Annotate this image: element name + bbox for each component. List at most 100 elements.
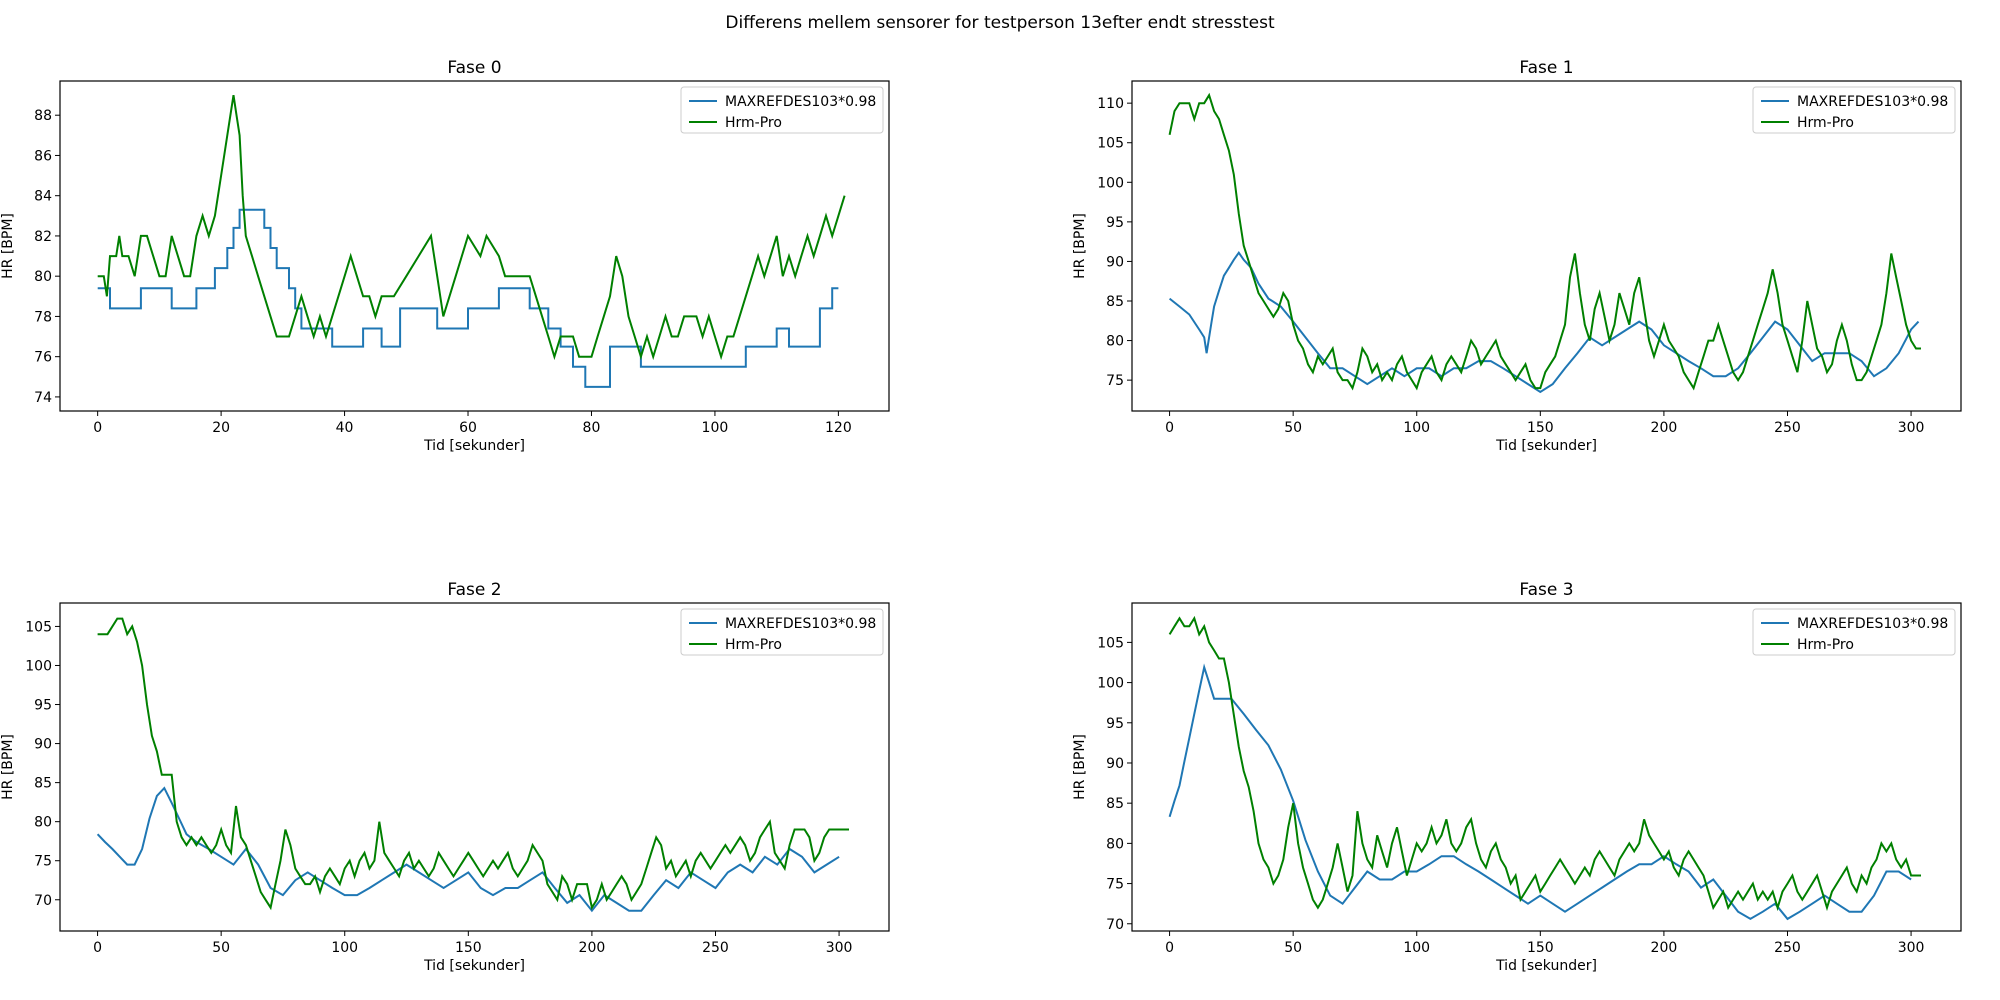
y-tick-label: 84 [34,189,52,205]
y-axis-label: HR [BPM] [0,734,16,800]
x-tick-label: 300 [1898,420,1925,436]
x-tick-label: 100 [1403,940,1430,956]
y-axis-label: HR [BPM] [1072,213,1088,279]
subplot-3: 0 50 100 150 200 250 300 70 75 80 85 90 95 100 105 Fase… [1072,580,1962,974]
y-axis-label: HR [BPM] [0,213,16,279]
series-line-hrm-pro [97,94,846,361]
y-tick-label: 100 [1097,175,1124,191]
x-tick-label: 250 [702,940,729,956]
series-group [97,94,846,388]
x-tick-label: 0 [1165,420,1174,436]
series-group [96,617,849,913]
axes-frame [1131,602,1962,932]
y-tick-label: 95 [1106,215,1124,231]
legend-entry: MAXREFDES103*0.98 [725,616,876,632]
x-tick-label: 150 [1527,940,1554,956]
y-tick-label: 78 [34,309,52,325]
x-tick-label: 20 [212,420,230,436]
y-tick-label: 80 [34,815,52,831]
y-tick-label: 105 [1097,136,1124,152]
legend-box [680,608,884,656]
y-tick-label: 90 [34,737,52,753]
y-tick-label: 70 [34,893,52,909]
subplot-title: Fase 3 [1519,580,1573,600]
legend: MAXREFDES103*0.98 Hrm-Pro [680,608,884,656]
legend: MAXREFDES103*0.98 Hrm-Pro [680,86,884,134]
x-tick-label: 250 [1774,420,1801,436]
legend-entry: Hrm-Pro [1797,637,1854,653]
y-tick-label: 85 [34,776,52,792]
y-tick-label: 95 [1106,716,1124,732]
x-tick-label: 100 [331,940,358,956]
x-tick-label: 100 [1403,420,1430,436]
x-tick-label: 50 [212,940,230,956]
y-tick-label: 82 [34,229,52,245]
y-tick-label: 80 [34,269,52,285]
x-axis-label: Tid [sekunder] [1495,958,1597,974]
series-line-maxrefdes [96,786,840,913]
axes-frame [59,602,890,932]
x-tick-label: 60 [459,420,477,436]
x-tick-label: 120 [825,420,852,436]
y-tick-label: 75 [1106,373,1124,389]
series-line-hrm-pro [1168,615,1921,912]
series-line-maxrefdes [97,208,839,388]
axes-frame [59,80,890,412]
y-tick-label: 110 [1097,96,1124,112]
series-line-hrm-pro [1168,92,1921,391]
legend-entry: Hrm-Pro [1797,115,1854,131]
x-tick-label: 100 [702,420,729,436]
series-line-maxrefdes [1168,663,1912,921]
y-tick-label: 105 [25,619,52,635]
x-tick-label: 300 [1898,940,1925,956]
x-tick-label: 150 [455,940,482,956]
subplot-2: 0 50 100 150 200 250 300 70 75 80 85 90 95 100 105 Fase… [0,580,890,974]
legend-entry: MAXREFDES103*0.98 [1797,616,1948,632]
y-tick-label: 76 [34,350,52,366]
series-group [1168,92,1921,394]
y-tick-label: 100 [1097,676,1124,692]
axes-frame [1131,80,1962,412]
x-tick-label: 0 [93,420,102,436]
x-tick-label: 50 [1284,940,1302,956]
legend: MAXREFDES103*0.98 Hrm-Pro [1752,608,1956,656]
x-tick-label: 300 [826,940,853,956]
y-tick-label: 85 [1106,294,1124,310]
x-tick-label: 50 [1284,420,1302,436]
subplot-0: 0 20 40 60 80 100 120 74 76 78 80 82 84 86 88 Fase 0 Tid… [0,58,890,454]
legend-box [1752,608,1956,656]
y-tick-label: 85 [1106,796,1124,812]
x-tick-label: 250 [1774,940,1801,956]
series-line-maxrefdes [1168,250,1920,394]
x-tick-label: 150 [1527,420,1554,436]
legend: MAXREFDES103*0.98 Hrm-Pro [1752,86,1956,134]
x-tick-label: 200 [1651,420,1678,436]
y-tick-label: 95 [34,698,52,714]
y-tick-label: 90 [1106,254,1124,270]
y-tick-label: 80 [1106,836,1124,852]
y-tick-label: 75 [1106,877,1124,893]
y-tick-label: 88 [34,108,52,124]
y-tick-label: 74 [34,390,52,406]
subplot-title: Fase 2 [447,580,501,600]
subplot-title: Fase 0 [447,58,501,78]
subplot-1: 0 50 100 150 200 250 300 75 80 85 90 95 100 105 110 Fas… [1072,58,1962,454]
y-tick-label: 100 [25,658,52,674]
x-tick-label: 40 [336,420,354,436]
x-axis-label: Tid [sekunder] [423,438,525,454]
series-line-hrm-pro [97,617,849,911]
x-tick-label: 200 [579,940,606,956]
legend-box [1752,86,1956,134]
x-tick-label: 80 [583,420,601,436]
x-tick-label: 200 [1651,940,1678,956]
y-tick-label: 105 [1097,635,1124,651]
y-tick-label: 75 [34,854,52,870]
figure-suptitle: Differens mellem sensorer for testperson… [725,13,1275,33]
x-axis-label: Tid [sekunder] [423,958,525,974]
legend-entry: MAXREFDES103*0.98 [725,94,876,110]
legend-entry: MAXREFDES103*0.98 [1797,94,1948,110]
y-tick-label: 80 [1106,334,1124,350]
y-tick-label: 86 [34,148,52,164]
series-group [1168,615,1921,921]
